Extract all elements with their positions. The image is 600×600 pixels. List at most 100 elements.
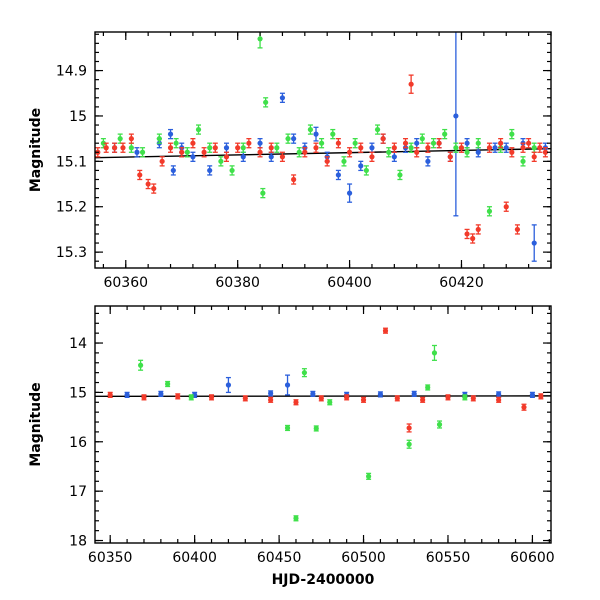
data-point <box>420 397 426 403</box>
x-tick-label: 60380 <box>215 275 260 291</box>
data-point <box>408 81 414 87</box>
data-point <box>293 515 299 521</box>
data-point <box>408 145 414 151</box>
data-point <box>128 136 134 142</box>
data-point <box>442 131 448 137</box>
data-point <box>225 382 232 388</box>
data-point <box>235 145 241 151</box>
data-point <box>369 145 375 151</box>
data-point <box>531 154 537 160</box>
data-point <box>165 381 171 387</box>
data-point <box>190 140 196 146</box>
data-point <box>285 136 291 142</box>
plot-frame <box>94 31 552 269</box>
data-point <box>257 36 263 42</box>
y-tick-label: 15.1 <box>56 154 87 170</box>
data-point <box>167 145 174 151</box>
data-point <box>464 149 470 155</box>
data-point <box>324 158 330 164</box>
data-point <box>425 384 431 391</box>
data-point <box>268 145 274 151</box>
data-point <box>284 382 291 388</box>
data-point <box>240 145 246 151</box>
data-point <box>521 404 527 410</box>
data-point <box>313 425 319 432</box>
data-point <box>425 145 431 151</box>
data-point <box>268 397 274 403</box>
x-tick-label: 60400 <box>327 275 372 291</box>
x-tick-label: 60420 <box>439 275 484 291</box>
data-point <box>335 140 341 146</box>
data-point <box>458 145 465 151</box>
data-point <box>145 181 151 187</box>
top-panel: 60360 60380 60400 60420 14.9 15 15.1 15.2 15.3 Ma… <box>28 31 552 291</box>
data-point <box>128 145 134 151</box>
data-point <box>369 154 375 160</box>
data-point <box>462 394 468 400</box>
series-2 <box>107 327 544 433</box>
data-point <box>151 185 157 192</box>
data-point <box>344 394 350 400</box>
data-point <box>107 392 113 398</box>
data-point <box>414 149 420 155</box>
data-point <box>406 425 412 431</box>
data-point <box>386 149 392 155</box>
data-point <box>100 140 106 146</box>
data-point <box>327 399 333 405</box>
data-point <box>229 167 235 174</box>
data-point <box>138 362 144 368</box>
data-point <box>358 145 364 151</box>
data-point <box>503 145 509 151</box>
data-point <box>464 231 470 237</box>
data-point <box>436 140 442 146</box>
data-point <box>268 154 274 160</box>
x-tick-label: 60600 <box>510 550 555 566</box>
x-tick-label: 60450 <box>257 550 302 566</box>
data-point <box>156 136 162 142</box>
trend-line <box>95 147 551 159</box>
data-point <box>531 240 537 246</box>
data-point <box>141 394 147 400</box>
data-point <box>470 395 476 401</box>
data-point <box>124 392 130 398</box>
data-point <box>291 176 297 183</box>
data-point <box>313 145 319 151</box>
data-point <box>374 126 381 133</box>
data-point <box>492 145 498 151</box>
data-point <box>173 140 179 146</box>
data-point <box>223 154 230 160</box>
data-point <box>335 172 341 178</box>
y-tick-label: 15.2 <box>56 200 87 216</box>
data-point <box>406 441 412 447</box>
data-point <box>284 425 291 431</box>
data-point <box>509 131 515 137</box>
data-point <box>537 145 543 151</box>
data-point <box>257 140 263 146</box>
data-point <box>246 140 252 146</box>
y-tick-label: 14.9 <box>56 64 87 80</box>
data-point <box>201 149 207 155</box>
data-point <box>514 226 521 233</box>
y-tick-label: 15 <box>69 385 87 401</box>
y-tick-label: 18 <box>69 534 87 550</box>
data-point <box>137 172 143 178</box>
series-0 <box>124 374 536 398</box>
data-point <box>134 149 140 155</box>
data-point <box>158 391 164 397</box>
data-point <box>419 136 425 142</box>
data-point <box>212 145 218 151</box>
x-tick-label: 60400 <box>172 550 217 566</box>
data-point <box>184 149 190 155</box>
data-point <box>391 145 397 151</box>
data-point <box>475 140 481 146</box>
data-point <box>447 154 453 160</box>
y-tick-label: 15 <box>69 109 87 125</box>
data-point <box>402 140 409 146</box>
data-point <box>520 158 526 164</box>
data-point <box>268 390 274 396</box>
data-point <box>445 394 451 400</box>
data-point <box>431 350 438 356</box>
data-point <box>117 136 123 142</box>
data-point <box>260 190 266 196</box>
data-point <box>414 140 420 146</box>
